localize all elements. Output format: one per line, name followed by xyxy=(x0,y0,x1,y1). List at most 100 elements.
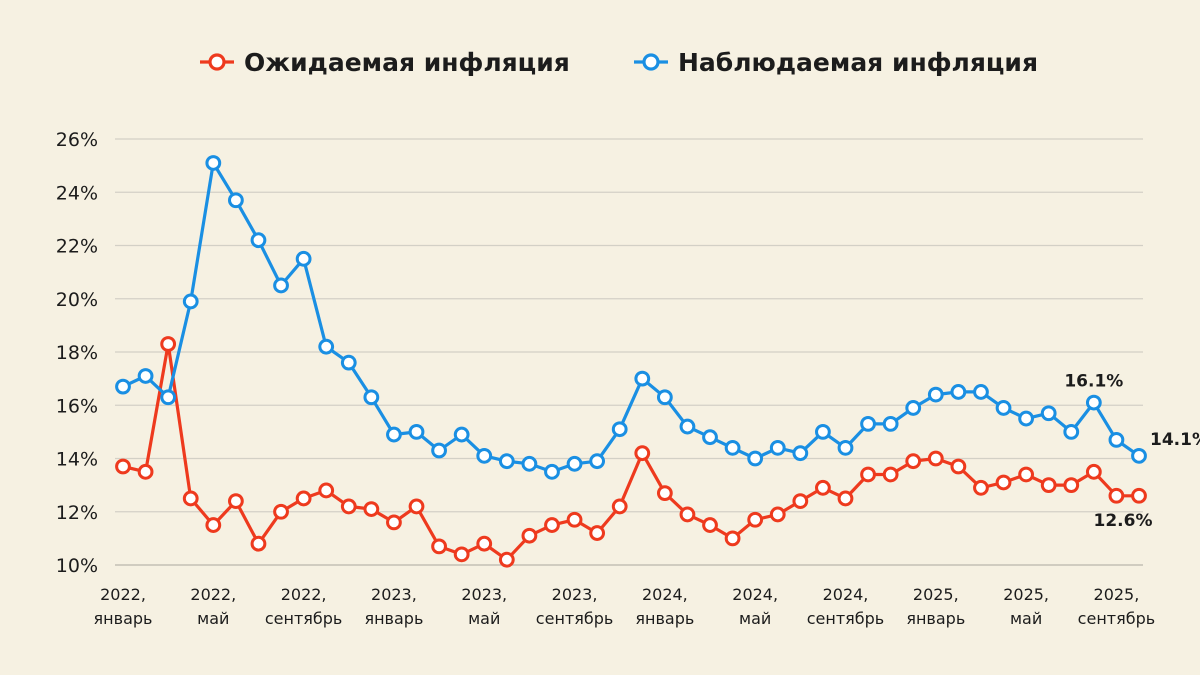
x-tick-year: 2023, xyxy=(461,585,507,604)
data-point xyxy=(318,338,335,355)
data-point xyxy=(702,429,718,446)
data-point xyxy=(521,455,538,472)
data-point xyxy=(137,368,154,384)
x-axis-ticks: 2022, январь 2022, май 2022, сентябрь 2023, янв… xyxy=(94,585,1156,628)
data-point xyxy=(860,415,876,432)
data-point xyxy=(905,400,922,416)
x-tick-month: сентябрь xyxy=(1078,609,1156,628)
data-point xyxy=(927,450,944,467)
data-point xyxy=(656,485,673,502)
x-tick-month: май xyxy=(739,609,771,628)
data-point xyxy=(950,458,967,475)
data-point xyxy=(408,423,425,440)
data-point xyxy=(837,439,854,456)
data-point xyxy=(476,535,493,552)
data-point xyxy=(498,453,515,470)
x-tick-year: 2022, xyxy=(281,585,327,604)
data-point xyxy=(995,400,1012,416)
data-point xyxy=(589,525,606,541)
annotations: 16.1% 14.1% 12.6% xyxy=(1064,372,1200,531)
data-point xyxy=(1018,410,1035,427)
x-tick-month: сентябрь xyxy=(265,609,343,628)
data-point xyxy=(634,445,651,462)
legend: Ожидаемая инфляция Наблюдаемая инфляция xyxy=(200,48,1038,77)
data-point xyxy=(453,426,470,443)
y-tick-label-18: 18% xyxy=(56,342,98,364)
data-point xyxy=(115,458,131,475)
data-point xyxy=(973,479,989,496)
data-point xyxy=(386,426,402,443)
data-point xyxy=(815,423,831,440)
x-tick-month: май xyxy=(197,609,229,628)
data-point xyxy=(792,493,809,510)
data-point xyxy=(363,389,380,406)
data-point xyxy=(182,490,199,507)
x-tick-month: январь xyxy=(635,609,694,628)
data-point xyxy=(1063,423,1080,440)
data-point xyxy=(724,530,741,547)
legend-label-observed: Наблюдаемая инфляция xyxy=(678,48,1038,77)
y-tick-label-10: 10% xyxy=(56,555,98,577)
x-tick-label-4: 2022, май xyxy=(190,585,236,628)
data-point xyxy=(295,250,312,267)
data-point xyxy=(160,336,177,352)
data-label: 12.6% xyxy=(1094,511,1153,531)
x-tick-label-40: 2025, май xyxy=(1003,585,1049,628)
y-tick-label-20: 20% xyxy=(56,289,98,311)
y-tick-label-12: 12% xyxy=(56,502,98,524)
x-tick-label-16: 2023, май xyxy=(461,585,507,628)
data-point xyxy=(363,501,380,517)
data-point xyxy=(160,389,177,406)
data-point xyxy=(747,450,764,467)
data-label: 14.1% xyxy=(1150,430,1200,450)
y-tick-label-22: 22% xyxy=(56,236,98,258)
data-point xyxy=(724,439,741,456)
data-point xyxy=(182,293,199,310)
data-point xyxy=(386,514,402,531)
data-point xyxy=(340,354,357,371)
data-point xyxy=(589,453,606,470)
data-point xyxy=(498,551,515,568)
x-tick-year: 2025, xyxy=(913,585,959,604)
data-point xyxy=(882,466,899,483)
x-tick-label-8: 2022, сентябрь xyxy=(265,585,343,628)
data-point xyxy=(137,463,154,480)
x-tick-label-0: 2022, январь xyxy=(94,585,153,628)
x-tick-month: январь xyxy=(906,609,965,628)
x-tick-month: сентябрь xyxy=(807,609,885,628)
data-point xyxy=(273,503,289,520)
data-point xyxy=(544,517,560,533)
legend-item-expected: Ожидаемая инфляция xyxy=(200,48,570,77)
x-tick-year: 2023, xyxy=(552,585,598,604)
data-point xyxy=(521,527,538,544)
data-point xyxy=(205,517,222,533)
data-point xyxy=(1131,447,1147,464)
x-tick-label-20: 2023, сентябрь xyxy=(536,585,614,628)
x-tick-year: 2024, xyxy=(823,585,869,604)
data-point xyxy=(1108,487,1125,504)
y-tick-label-24: 24% xyxy=(56,182,98,204)
y-tick-label-26: 26% xyxy=(56,129,98,151)
data-point xyxy=(995,474,1012,491)
series-observed xyxy=(115,155,1147,480)
x-tick-month: январь xyxy=(94,609,153,628)
series-line xyxy=(121,161,1141,474)
data-point xyxy=(905,453,922,470)
data-point xyxy=(860,466,876,483)
x-tick-year: 2024, xyxy=(732,585,778,604)
data-point xyxy=(611,498,628,515)
x-tick-year: 2022, xyxy=(190,585,236,604)
data-point xyxy=(1085,394,1102,411)
legend-marker-expected xyxy=(208,53,226,71)
data-point xyxy=(227,192,244,209)
data-point xyxy=(295,490,312,507)
data-point xyxy=(340,498,357,515)
x-tick-year: 2024, xyxy=(642,585,688,604)
data-point xyxy=(747,511,764,528)
data-point xyxy=(769,506,786,523)
x-tick-label-12: 2023, январь xyxy=(364,585,423,628)
data-point xyxy=(882,415,899,432)
series-lines xyxy=(115,155,1147,568)
data-point xyxy=(1040,405,1057,422)
x-tick-label-24: 2024, январь xyxy=(635,585,694,628)
